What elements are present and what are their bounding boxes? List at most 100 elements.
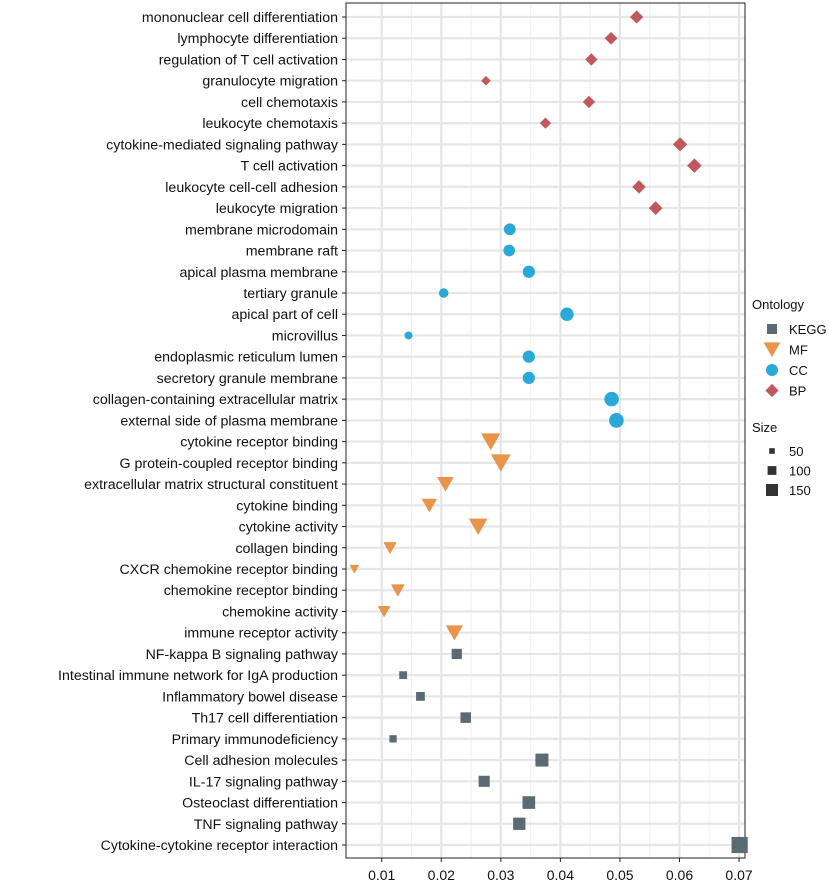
data-point-kegg (399, 671, 408, 680)
legend-marker-bp (765, 383, 779, 398)
y-tick-label: IL-17 signaling pathway (189, 774, 339, 790)
y-tick-label: cytokine receptor binding (180, 435, 338, 451)
plot-panel (345, 2, 746, 859)
data-point-bp (481, 75, 491, 86)
data-point-cc (604, 391, 619, 407)
data-point-mf (437, 476, 454, 492)
x-tick-label: 0.06 (666, 867, 693, 883)
data-point-kegg (389, 735, 397, 743)
legend-size-title: Size (752, 420, 777, 435)
y-tick-label: Cell adhesion molecules (184, 753, 338, 769)
legend-ontology-title: Ontology (752, 297, 805, 312)
legend-label-bp: BP (789, 384, 806, 399)
data-point-kegg (478, 775, 490, 787)
data-point-bp (648, 201, 663, 215)
legend-size-label: 150 (789, 483, 811, 498)
y-tick-label: immune receptor activity (184, 626, 339, 642)
x-axis: 0.01 0.02 0.03 0.04 0.05 0.06 0.07 (368, 858, 753, 883)
y-tick-label: apical plasma membrane (179, 265, 338, 281)
data-point-cc (522, 371, 535, 385)
legend: Ontology Size KEGG MF CC BP 50 100 150 (752, 297, 827, 498)
legend-marker-cc (766, 364, 778, 376)
data-point-kegg (513, 817, 526, 830)
data-point-mf (391, 584, 405, 597)
y-tick-label: cytokine-mediated signaling pathway (106, 137, 339, 153)
x-tick-label: 0.04 (547, 867, 574, 883)
y-tick-label: chemokine receptor binding (164, 583, 338, 599)
y-tick-label: chemokine activity (222, 604, 339, 620)
y-tick-label: cytokine activity (239, 520, 339, 536)
data-point-kegg (416, 692, 425, 701)
legend-label-cc: CC (789, 363, 808, 378)
legend-size-marker (767, 466, 777, 475)
data-points (349, 10, 748, 854)
y-tick-label: microvillus (272, 328, 338, 344)
x-tick-label: 0.02 (428, 867, 455, 883)
y-tick-label: membrane raft (246, 244, 338, 260)
legend-label-mf: MF (789, 343, 808, 358)
x-tick-label: 0.05 (606, 867, 633, 883)
data-point-bp (629, 10, 644, 24)
legend-marker-mf (764, 342, 780, 357)
data-point-mf (378, 606, 391, 617)
y-tick-label: cytokine binding (236, 498, 338, 514)
legend-size-label: 50 (789, 444, 803, 459)
data-point-kegg (460, 712, 471, 723)
y-tick-label: Primary immunodeficiency (172, 732, 339, 748)
y-tick-label: Th17 cell differentiation (192, 711, 338, 727)
y-tick-label: leukocyte cell-cell adhesion (165, 180, 338, 196)
legend-size-label: 100 (789, 464, 811, 479)
y-tick-label: tertiary granule (243, 286, 338, 302)
y-tick-label: G protein-coupled receptor binding (120, 456, 338, 472)
data-point-mf (421, 498, 437, 512)
data-point-cc (503, 223, 516, 236)
data-point-kegg (731, 836, 748, 854)
y-tick-label: apical part of cell (232, 307, 338, 323)
data-point-mf (383, 542, 397, 554)
y-tick-label: Intestinal immune network for IgA produc… (58, 668, 338, 684)
data-point-mf (349, 564, 359, 574)
data-point-cc (438, 288, 449, 298)
y-tick-label: mononuclear cell differentiation (142, 10, 338, 26)
data-point-bp (539, 117, 552, 129)
data-point-mf (446, 625, 463, 641)
data-point-cc (522, 350, 535, 363)
y-tick-label: CXCR chemokine receptor binding (120, 562, 338, 578)
y-tick-label: regulation of T cell activation (159, 52, 338, 68)
data-point-cc (503, 244, 515, 257)
y-tick-label: cell chemotaxis (241, 95, 338, 111)
y-tick-label: Cytokine-cytokine receptor interaction (101, 838, 338, 854)
data-point-mf (491, 454, 511, 472)
y-tick-label: Osteoclast differentiation (182, 796, 338, 812)
data-point-mf (469, 518, 488, 535)
y-tick-label: NF-kappa B signaling pathway (146, 647, 339, 663)
grid (346, 3, 745, 858)
y-tick-label: collagen-containing extracellular matrix (93, 392, 338, 408)
y-tick-label: extracellular matrix structural constitu… (84, 477, 338, 493)
data-point-mf (481, 433, 501, 450)
data-point-bp (687, 158, 702, 173)
data-point-bp (672, 137, 688, 152)
y-axis-labels: mononuclear cell differentiation lymphocy… (58, 10, 346, 854)
y-tick-label: membrane microdomain (185, 222, 338, 238)
data-point-cc (404, 331, 413, 340)
legend-size-marker (769, 448, 775, 454)
x-tick-label: 0.03 (487, 867, 514, 883)
y-tick-label: collagen binding (235, 541, 338, 557)
legend-label-kegg: KEGG (789, 322, 827, 337)
y-tick-label: lymphocyte differentiation (177, 31, 338, 47)
data-point-kegg (522, 796, 536, 809)
data-point-bp (585, 53, 598, 66)
data-point-cc (522, 265, 535, 278)
x-tick-label: 0.07 (725, 867, 752, 883)
y-tick-label: leukocyte chemotaxis (202, 116, 338, 132)
y-tick-label: endoplasmic reticulum lumen (154, 350, 338, 366)
y-tick-label: leukocyte migration (216, 201, 338, 217)
y-tick-label: external side of plasma membrane (120, 413, 338, 429)
legend-size-marker (766, 484, 778, 496)
data-point-bp (604, 31, 618, 45)
data-point-bp (632, 180, 646, 194)
y-tick-label: Inflammatory bowel disease (162, 689, 338, 705)
y-tick-label: secretory granule membrane (157, 371, 338, 387)
